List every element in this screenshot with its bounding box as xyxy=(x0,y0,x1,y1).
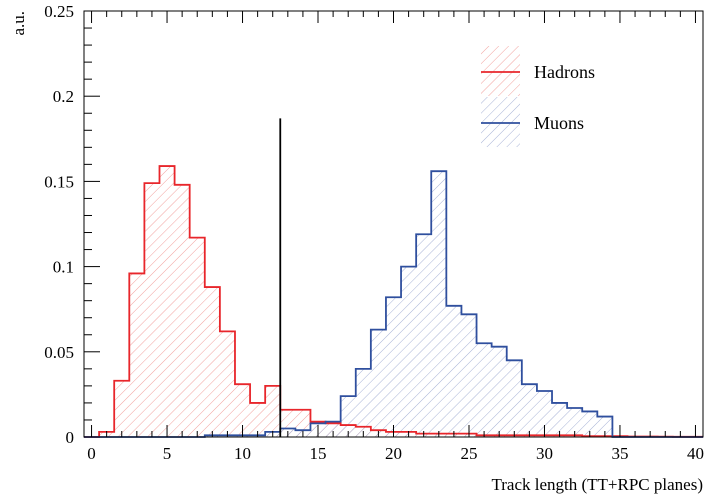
tick-labels: 0 5 10 15 20 25 30 35 40 0 0.05 0.1 0.15 0.2 0.25 xyxy=(44,2,704,463)
hadrons-bin xyxy=(219,331,235,437)
y-tick-label: 0.15 xyxy=(44,172,74,191)
muons-bin xyxy=(567,408,583,437)
muons-bin xyxy=(506,360,522,437)
muons-bin xyxy=(597,416,613,437)
hadrons-bin xyxy=(265,385,281,437)
outline-layer xyxy=(84,165,703,438)
muons-bin xyxy=(521,384,537,437)
x-tick-label: 15 xyxy=(310,444,327,463)
muons-bin xyxy=(325,421,341,437)
muons-bin xyxy=(431,171,447,437)
muons-bin xyxy=(476,343,492,437)
y-tick-label: 0.2 xyxy=(53,87,74,106)
muons-bin xyxy=(355,368,371,437)
muons-bin xyxy=(370,329,386,437)
x-tick-label: 40 xyxy=(687,444,704,463)
x-tick-label: 0 xyxy=(87,444,96,463)
hadrons-bin xyxy=(159,166,175,437)
hadrons-bin xyxy=(174,184,190,437)
bars-layer xyxy=(99,166,703,437)
y-tick-label: 0.1 xyxy=(53,258,74,277)
x-tick-label: 5 xyxy=(163,444,172,463)
y-tick-label: 0 xyxy=(66,428,75,447)
muons-bin xyxy=(416,234,432,437)
muons-bin xyxy=(582,411,598,437)
hadrons-bin xyxy=(129,273,145,437)
muons-bin xyxy=(401,266,417,437)
ticks-layer xyxy=(84,10,696,438)
muons-legend-label: Muons xyxy=(534,113,584,133)
hadrons-bin xyxy=(144,183,160,437)
muons-bin xyxy=(461,314,477,437)
muons-histogram-line xyxy=(84,170,703,438)
muons-bin xyxy=(446,305,462,437)
hadrons-bin xyxy=(250,402,266,437)
x-axis-title: Track length (TT+RPC planes) xyxy=(491,475,703,494)
hadrons-bin xyxy=(189,237,205,437)
hadrons-legend-label: Hadrons xyxy=(534,62,595,82)
x-tick-label: 35 xyxy=(611,444,628,463)
y-axis-title: a.u. xyxy=(9,11,28,36)
x-tick-label: 30 xyxy=(536,444,553,463)
muons-bin xyxy=(385,297,402,437)
muons-bin xyxy=(552,402,568,437)
muons-bin xyxy=(340,396,356,437)
muons-bin xyxy=(536,390,553,437)
muons-legend-swatch xyxy=(481,97,520,147)
hadrons-bin xyxy=(114,380,130,437)
hadrons-bin xyxy=(234,384,251,437)
x-tick-label: 10 xyxy=(234,444,251,463)
x-tick-label: 25 xyxy=(460,444,477,463)
y-tick-label: 0.25 xyxy=(44,2,74,21)
y-tick-label: 0.05 xyxy=(44,343,74,362)
muons-bin xyxy=(491,346,507,437)
hadrons-legend-swatch xyxy=(481,46,520,96)
hadrons-histogram-line xyxy=(84,165,703,438)
hadrons-bin xyxy=(204,287,220,437)
legend: Hadrons Muons xyxy=(481,46,595,147)
x-tick-label: 20 xyxy=(385,444,402,463)
